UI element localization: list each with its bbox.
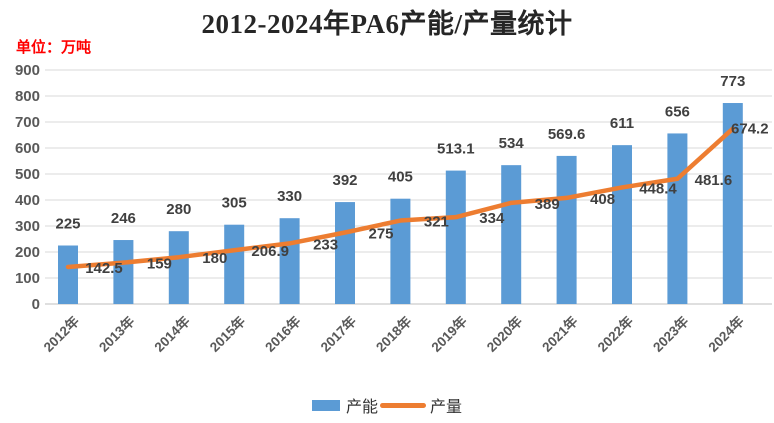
bar-data-label: 773: [720, 73, 745, 90]
bar-capacity: [722, 103, 743, 305]
y-tick-label: 900: [15, 62, 40, 79]
y-tick-label: 100: [15, 270, 40, 287]
bar-capacity: [390, 198, 411, 304]
bar-capacity: [335, 202, 355, 304]
bar-capacity: [224, 224, 245, 304]
y-tick-label: 500: [15, 166, 40, 183]
x-tick-label: 2019年: [428, 312, 470, 354]
bar-capacity: [612, 145, 632, 304]
legend-capacity-swatch-icon: [311, 399, 340, 411]
line-data-label: 481.6: [695, 172, 733, 189]
y-tick-label: 600: [15, 140, 40, 157]
chart-title: 2012-2024年PA6产能/产量统计: [201, 9, 573, 39]
x-tick-label: 2014年: [151, 312, 193, 354]
x-tick-label: 2016年: [262, 312, 304, 354]
y-tick-label: 300: [15, 218, 40, 235]
bar-data-label: 513.1: [437, 141, 475, 158]
bar-data-label: 392: [332, 172, 357, 189]
line-data-label: 275: [368, 226, 393, 243]
x-tick-label: 2012年: [40, 312, 82, 354]
line-data-label: 674.2: [731, 121, 769, 138]
line-data-label: 159: [147, 256, 172, 273]
x-tick-label: 2024年: [705, 312, 747, 354]
legend: 产能 产量: [0, 393, 774, 417]
bar-data-label: 246: [111, 210, 136, 227]
x-tick-label: 2020年: [483, 312, 525, 354]
y-tick-label: 200: [15, 244, 40, 261]
line-data-label: 233: [313, 236, 338, 253]
bar-capacity: [279, 218, 300, 304]
bar-capacity: [58, 245, 78, 304]
bar-data-label: 305: [222, 195, 247, 212]
legend-output-label: 产量: [430, 399, 463, 416]
y-tick-label: 0: [32, 296, 40, 313]
line-data-label: 142.5: [85, 260, 123, 277]
bar-capacity: [501, 165, 522, 304]
legend-output-line-icon: [380, 402, 426, 408]
bar-data-label: 534: [499, 135, 525, 152]
y-tick-label: 800: [15, 88, 40, 105]
bar-data-label: 330: [277, 188, 302, 205]
x-tick-label: 2017年: [317, 312, 359, 354]
bar-data-label: 225: [55, 216, 80, 233]
bar-data-label: 611: [610, 115, 634, 132]
line-data-label: 334: [479, 210, 505, 227]
line-data-label: 448.4: [639, 180, 677, 197]
bar-capacity: [168, 231, 189, 304]
x-tick-label: 2018年: [372, 312, 414, 354]
bar-data-label: 569.6: [548, 126, 586, 143]
legend-capacity-label: 产能: [345, 399, 378, 416]
x-tick-label: 2013年: [95, 312, 137, 354]
x-tick-label: 2021年: [539, 312, 581, 354]
y-tick-label: 700: [15, 114, 40, 131]
bar-data-label: 405: [388, 169, 413, 186]
bar-data-label: 280: [166, 201, 191, 218]
y-tick-label: 400: [15, 192, 40, 209]
x-tick-label: 2015年: [206, 312, 248, 354]
line-data-label: 389: [535, 196, 560, 213]
line-data-label: 206.9: [251, 243, 289, 260]
bar-capacity: [445, 170, 466, 304]
line-data-label: 180: [202, 250, 227, 267]
line-data-label: 408: [590, 191, 615, 208]
line-data-label: 321: [424, 214, 449, 231]
unit-label: 单位：万吨: [16, 40, 92, 56]
bar-data-label: 656: [665, 103, 690, 120]
x-tick-label: 2022年: [594, 312, 636, 354]
line-output: [65, 126, 736, 270]
bar-capacity: [667, 133, 688, 304]
bar-capacity: [556, 155, 577, 304]
x-tick-label: 2023年: [649, 312, 691, 354]
bar-capacity: [113, 240, 134, 304]
